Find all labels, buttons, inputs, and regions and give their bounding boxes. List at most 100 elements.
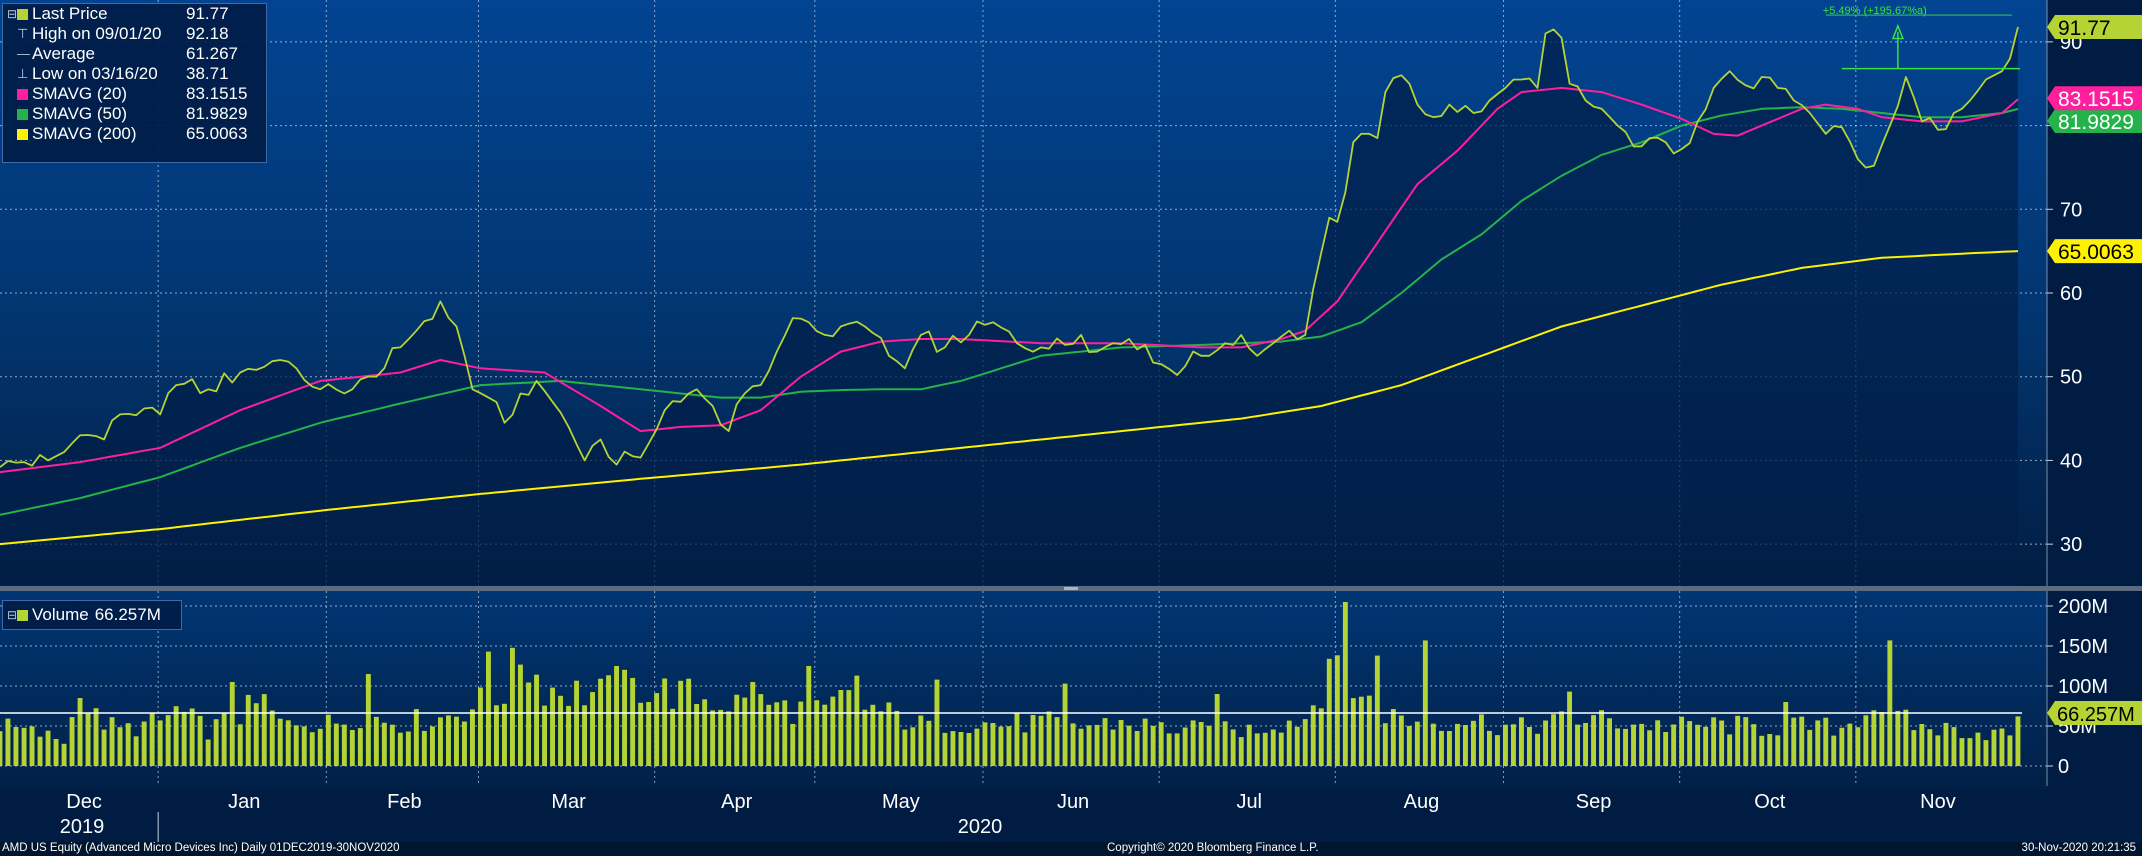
- volume-bar[interactable]: [1927, 729, 1933, 766]
- volume-bar[interactable]: [205, 739, 211, 767]
- volume-bar[interactable]: [1174, 733, 1180, 766]
- volume-bar[interactable]: [958, 732, 964, 766]
- volume-bar[interactable]: [662, 678, 668, 767]
- volume-bar[interactable]: [0, 731, 3, 766]
- volume-bar[interactable]: [910, 727, 916, 766]
- volume-bar[interactable]: [438, 717, 443, 766]
- volume-bar[interactable]: [1599, 710, 1604, 766]
- volume-bar[interactable]: [1158, 722, 1164, 766]
- volume-bar[interactable]: [213, 719, 219, 766]
- volume-bar[interactable]: [990, 723, 996, 766]
- volume-bar[interactable]: [141, 721, 147, 767]
- volume-bar[interactable]: [462, 721, 467, 767]
- volume-bar[interactable]: [694, 704, 700, 766]
- volume-bar[interactable]: [1519, 717, 1524, 766]
- volume-bar[interactable]: [61, 743, 67, 766]
- volume-bar[interactable]: [1463, 725, 1468, 766]
- volume-bar[interactable]: [1551, 714, 1556, 766]
- volume-bar[interactable]: [902, 729, 908, 766]
- volume-bar[interactable]: [1727, 734, 1733, 766]
- volume-bar[interactable]: [726, 711, 732, 766]
- volume-bar[interactable]: [1254, 733, 1260, 766]
- volume-bar[interactable]: [1647, 730, 1653, 766]
- volume-bar[interactable]: [357, 728, 363, 766]
- volume-bar[interactable]: [1054, 717, 1060, 766]
- volume-bar[interactable]: [1206, 725, 1212, 766]
- volume-bar[interactable]: [1783, 702, 1789, 766]
- panel-divider-grip[interactable]: [1064, 587, 1078, 590]
- volume-bar[interactable]: [349, 730, 355, 766]
- volume-bar[interactable]: [1110, 729, 1116, 766]
- volume-bar[interactable]: [1687, 721, 1693, 766]
- volume-bar[interactable]: [550, 687, 555, 766]
- volume-bar[interactable]: [606, 675, 611, 766]
- volume-bar[interactable]: [814, 700, 820, 766]
- volume-bar[interactable]: [494, 705, 499, 766]
- volume-bar[interactable]: [157, 720, 163, 766]
- volume-bar[interactable]: [13, 727, 19, 766]
- price-legend[interactable]: ⊟ Last Price 91.77 ⊤ High on 09/01/20 92…: [2, 3, 267, 163]
- volume-bar[interactable]: [1831, 735, 1837, 766]
- volume-bar[interactable]: [734, 694, 740, 766]
- volume-bar[interactable]: [758, 694, 764, 766]
- volume-bar[interactable]: [1030, 715, 1036, 766]
- volume-bar[interactable]: [838, 690, 844, 766]
- volume-bar[interactable]: [93, 708, 99, 766]
- volume-bar[interactable]: [1398, 715, 1404, 767]
- volume-bar[interactable]: [1366, 695, 1372, 766]
- volume-bar[interactable]: [37, 736, 43, 766]
- volume-bar[interactable]: [69, 717, 75, 766]
- volume-bar[interactable]: [197, 715, 203, 766]
- volume-bar[interactable]: [1751, 724, 1757, 766]
- volume-bar[interactable]: [405, 731, 411, 767]
- volume-bar[interactable]: [1198, 722, 1204, 766]
- legend-row-sma50[interactable]: SMAVG (50) 81.9829: [3, 104, 266, 124]
- volume-bar[interactable]: [1310, 705, 1316, 766]
- volume-bar[interactable]: [1863, 715, 1869, 766]
- volume-bar[interactable]: [245, 694, 251, 766]
- volume-bar[interactable]: [1302, 719, 1308, 766]
- legend-row-average[interactable]: — Average 61.267: [3, 44, 266, 64]
- volume-bar[interactable]: [1294, 726, 1300, 766]
- volume-bar[interactable]: [381, 722, 387, 766]
- volume-bar[interactable]: [1014, 713, 1020, 766]
- volume-bar[interactable]: [1583, 723, 1588, 766]
- volume-bar[interactable]: [582, 705, 587, 766]
- volume-bar[interactable]: [2015, 716, 2021, 766]
- volume-bar[interactable]: [646, 702, 652, 766]
- volume-bar[interactable]: [1334, 655, 1340, 766]
- sma20-line[interactable]: [0, 86, 2019, 474]
- volume-bar[interactable]: [790, 723, 796, 766]
- volume-bar[interactable]: [1022, 732, 1028, 766]
- volume-bar[interactable]: [1887, 640, 1893, 766]
- volume-bar[interactable]: [1535, 733, 1540, 766]
- volume-bar[interactable]: [934, 679, 940, 766]
- volume-bar[interactable]: [1471, 720, 1476, 766]
- volume-bar[interactable]: [101, 729, 107, 766]
- volume-bar[interactable]: [149, 713, 155, 767]
- volume-bar[interactable]: [1070, 723, 1076, 766]
- volume-bar[interactable]: [1134, 731, 1140, 766]
- volume-bar[interactable]: [1679, 716, 1685, 766]
- volume-bar[interactable]: [1166, 733, 1172, 766]
- volume-bar[interactable]: [590, 692, 595, 766]
- volume-bar[interactable]: [1238, 737, 1244, 766]
- volume-bar[interactable]: [1663, 732, 1669, 766]
- volume-bar[interactable]: [1615, 728, 1620, 766]
- volume-bar[interactable]: [1511, 724, 1516, 766]
- volume-bar[interactable]: [1318, 708, 1324, 766]
- volume-bar[interactable]: [2007, 735, 2013, 766]
- volume-bar[interactable]: [1126, 725, 1132, 766]
- volume-bar[interactable]: [574, 680, 579, 766]
- volume-bar[interactable]: [341, 724, 347, 766]
- volume-bar[interactable]: [862, 709, 868, 766]
- volume-bar[interactable]: [1735, 715, 1741, 766]
- volume-bar[interactable]: [774, 702, 780, 766]
- volume-bar[interactable]: [1855, 727, 1861, 766]
- volume-bar[interactable]: [1182, 727, 1188, 767]
- volume-bar[interactable]: [397, 732, 403, 766]
- volume-bar[interactable]: [1270, 729, 1276, 767]
- legend-row-sma20[interactable]: SMAVG (20) 83.1515: [3, 84, 266, 104]
- volume-bar[interactable]: [966, 733, 972, 766]
- volume-bar[interactable]: [598, 678, 603, 766]
